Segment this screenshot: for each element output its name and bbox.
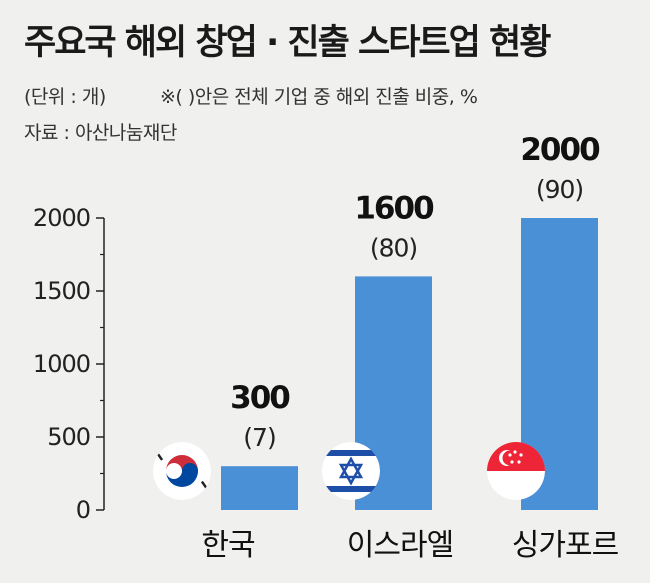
- source-note: 자료 : 아산나눔재단: [24, 122, 177, 144]
- y-tick-label: 1000: [33, 350, 90, 378]
- y-tick-label: 0: [76, 496, 90, 524]
- unit-note: (단위 : 개): [24, 86, 106, 108]
- share-label: (90): [536, 175, 583, 204]
- y-tick-label: 2000: [33, 204, 90, 232]
- value-label: 300: [230, 380, 290, 416]
- y-tick-label: 1500: [33, 277, 90, 305]
- category-label: 한국: [201, 528, 255, 563]
- category-label: 싱가포르: [512, 528, 619, 563]
- category-label: 이스라엘: [347, 528, 453, 563]
- value-label: 2000: [520, 132, 600, 168]
- value-label: 1600: [354, 190, 434, 226]
- singapore-flag-icon: [487, 442, 545, 500]
- chart-title: 주요국 해외 창업 · 진출 스타트업 현황: [24, 23, 551, 63]
- share-label: (7): [243, 423, 275, 452]
- bar: [221, 466, 298, 510]
- share-note: ※( )안은 전체 기업 중 해외 진출 비중, %: [160, 86, 478, 108]
- share-label: (80): [370, 233, 417, 262]
- israel-flag-icon: [322, 442, 380, 500]
- y-tick-label: 500: [47, 423, 90, 451]
- south-korea-flag-icon: [153, 442, 211, 500]
